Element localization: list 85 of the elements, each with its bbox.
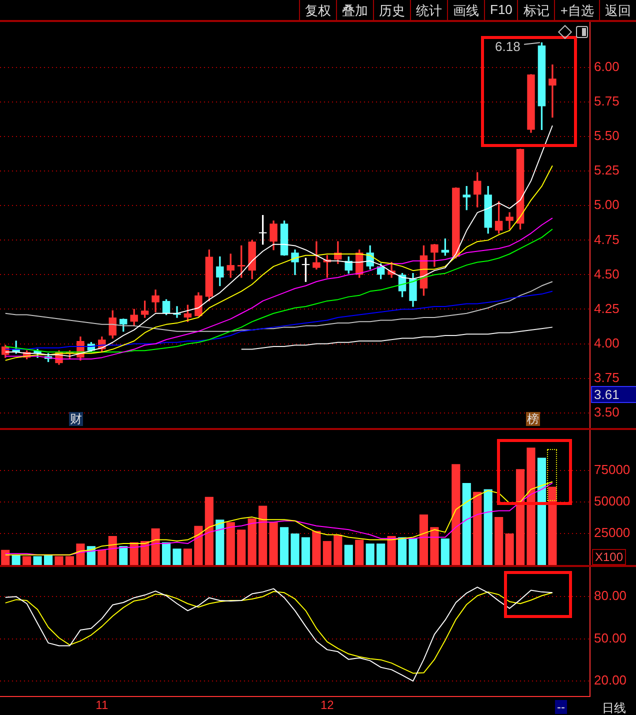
bar: [216, 520, 224, 565]
text: 3.61: [591, 386, 636, 403]
bar: [322, 541, 332, 565]
bar: [172, 548, 182, 565]
bar: [419, 514, 428, 565]
text: +自选: [554, 0, 599, 20]
bar: [344, 544, 353, 565]
text: 返回: [599, 0, 636, 20]
bar: [22, 556, 32, 565]
bar: [462, 482, 471, 565]
bar: [258, 506, 268, 565]
bar: [98, 550, 106, 565]
bar: [484, 489, 492, 565]
bar: [76, 544, 85, 565]
y-tick-label: 4.25: [594, 300, 620, 316]
text: 日线: [601, 700, 627, 715]
text: 画线: [447, 0, 484, 20]
bar: [355, 540, 364, 565]
bar: [452, 464, 460, 565]
y-tick-label: 50.00: [594, 630, 627, 646]
y-tick-label: 25000: [594, 525, 630, 540]
annotation: 榜: [526, 412, 540, 426]
bar: [280, 527, 289, 565]
bar: [376, 544, 386, 565]
bar: [334, 534, 342, 565]
bar: [248, 518, 256, 565]
bar: [398, 537, 407, 565]
y-tick-label: 50000: [594, 493, 630, 508]
bar: [1, 550, 10, 565]
bar: [226, 522, 235, 565]
text: 统计: [410, 0, 447, 20]
y-tick-label: 5.25: [594, 162, 620, 178]
x-tick-label: 12: [320, 698, 334, 712]
bar: [440, 538, 450, 565]
y-tick-label: 6.00: [594, 59, 620, 74]
annotation: 6.18: [495, 39, 520, 54]
y-tick-label: 20.00: [594, 672, 627, 688]
x-tick-label: 11: [96, 698, 108, 712]
text: --: [555, 700, 567, 714]
bar: [505, 533, 514, 565]
text: X100: [592, 549, 626, 565]
bar: [408, 538, 418, 565]
bar: [312, 530, 321, 565]
bar: [194, 526, 203, 565]
bar: [290, 533, 300, 565]
bar: [65, 556, 74, 565]
y-tick-label: 4.00: [594, 335, 620, 350]
bar: [301, 537, 310, 565]
y-tick-label: 5.00: [594, 197, 620, 212]
bar: [526, 448, 536, 565]
bar: [204, 496, 214, 565]
bar: [548, 486, 557, 565]
text: 复权: [299, 0, 336, 20]
bar: [269, 522, 278, 565]
y-tick-label: 3.75: [594, 370, 620, 385]
bar: [12, 554, 20, 565]
bar: [44, 554, 53, 565]
bar: [54, 556, 64, 565]
bar: [183, 548, 192, 565]
bar: [33, 556, 42, 565]
y-tick-label: 75000: [594, 462, 630, 477]
bar: [366, 544, 374, 565]
bar: [140, 541, 150, 565]
text: 叠加: [336, 0, 373, 20]
bar: [494, 517, 504, 565]
y-tick-label: 4.50: [594, 266, 620, 282]
text: F10: [484, 0, 518, 20]
bar: [119, 546, 128, 565]
bar: [473, 492, 482, 565]
y-tick-label: 3.50: [594, 404, 620, 420]
bar: [237, 530, 246, 565]
y-tick-label: 4.75: [594, 232, 620, 247]
y-tick-label: 80.00: [594, 588, 627, 604]
bar: [108, 536, 117, 565]
bar: [516, 469, 525, 565]
y-tick-label: 5.50: [594, 128, 620, 144]
bar: [162, 542, 171, 565]
bar: [537, 458, 546, 565]
text: 历史: [373, 0, 410, 20]
y-tick-label: 5.75: [594, 94, 620, 109]
text: 标记: [517, 0, 554, 20]
annotation: 财: [69, 412, 83, 426]
bar: [387, 536, 396, 565]
bar: [151, 528, 160, 565]
bar: [430, 527, 439, 565]
